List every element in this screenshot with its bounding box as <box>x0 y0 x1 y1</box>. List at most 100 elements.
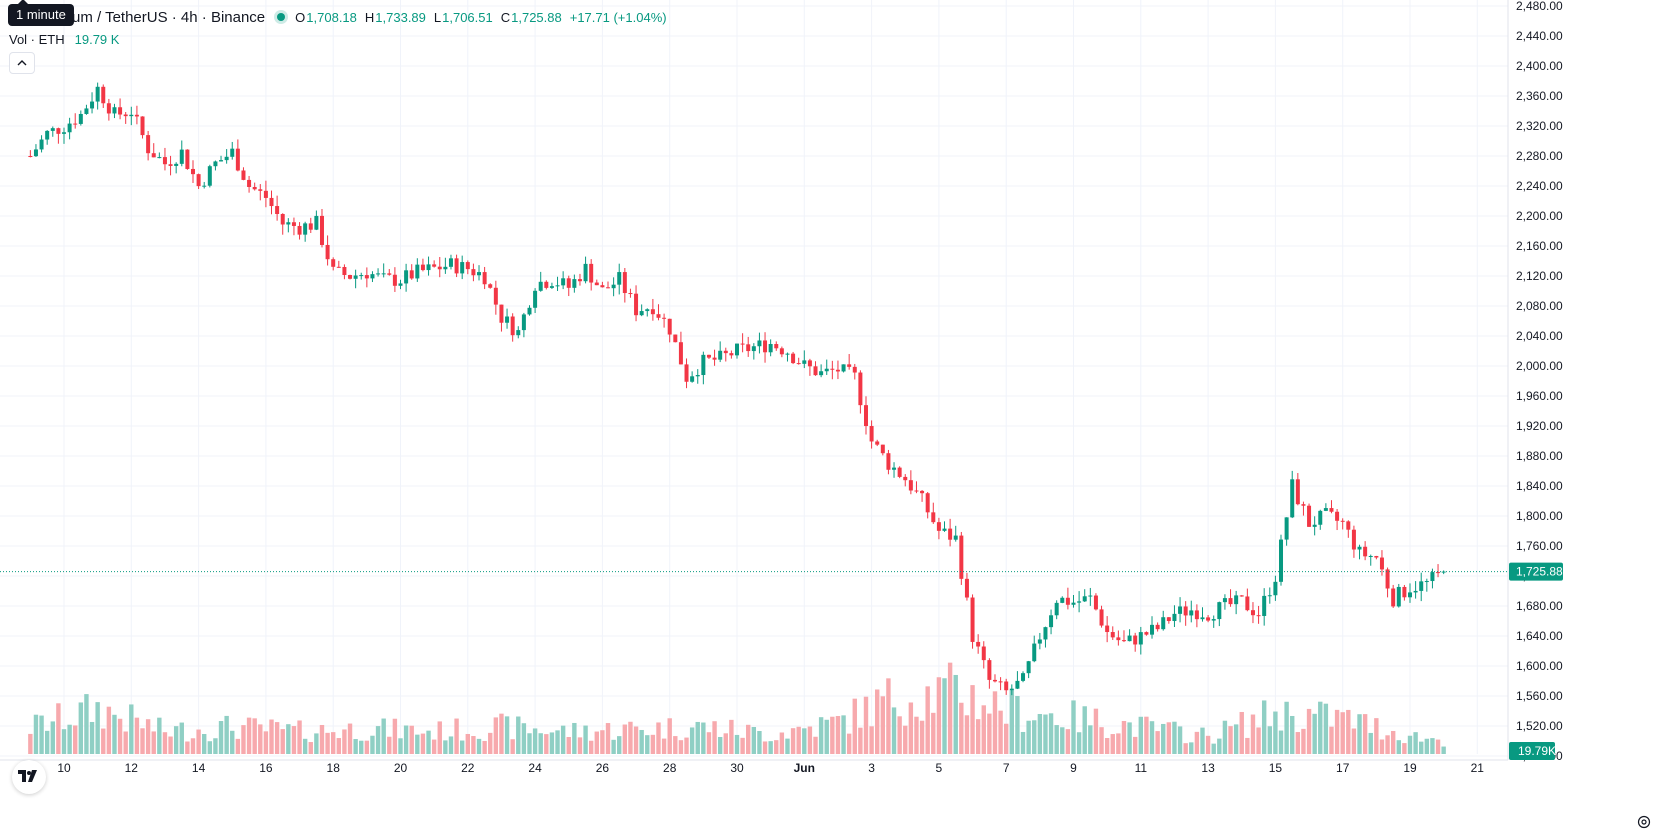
volume-bar <box>370 735 375 754</box>
volume-bar <box>1189 742 1194 754</box>
volume-bar <box>914 716 919 754</box>
volume-bar <box>880 696 886 754</box>
candle-body <box>297 225 302 235</box>
volume-bar <box>1116 733 1121 754</box>
volume-bar <box>1435 739 1441 754</box>
volume-bar <box>1441 746 1446 754</box>
volume-bar <box>258 724 263 754</box>
candle-body <box>1178 606 1183 614</box>
candle-body <box>639 311 644 316</box>
candle-body <box>1346 521 1351 530</box>
price-tick-label: 2,440.00 <box>1516 29 1563 43</box>
volume-bar <box>1082 706 1087 754</box>
symbol-title[interactable]: um / TetherUS · 4h · Binance <box>72 8 266 26</box>
volume-bar <box>835 716 841 754</box>
price-tick-label: 2,160.00 <box>1516 239 1563 253</box>
volume-bar <box>1362 714 1368 754</box>
volume-bar <box>633 726 639 754</box>
volume-bar <box>617 736 622 754</box>
candle-body <box>622 272 627 294</box>
price-tick-label: 1,960.00 <box>1516 389 1563 403</box>
ohlc-high-key: H <box>364 9 375 25</box>
collapse-legend-button[interactable] <box>9 52 35 74</box>
volume-bar <box>1060 727 1065 754</box>
candle-body <box>634 293 639 316</box>
volume-bar <box>1396 740 1401 754</box>
candle-body <box>1262 595 1267 616</box>
candle-body <box>1323 508 1328 511</box>
candle-body <box>1307 505 1312 527</box>
candle-body <box>555 285 560 287</box>
time-tick-label: 3 <box>868 761 875 775</box>
candle-body <box>101 86 106 104</box>
time-axis[interactable]: 10 12 14 16 18 20 22 24 26 28 30 Jun 3 5 7 9 11 13 15 17 19 2… <box>57 761 1484 775</box>
volume-bar <box>516 716 521 754</box>
candle-body <box>1015 680 1020 689</box>
last-price-badge: 1,725.88 <box>1509 562 1563 581</box>
volume-bar <box>286 724 291 754</box>
volume-bar <box>1205 735 1211 754</box>
ohlc-low: L1,706.51 <box>434 10 493 25</box>
candle-body <box>151 153 156 158</box>
candle-body <box>1222 598 1227 603</box>
volume-bar <box>959 702 964 754</box>
volume-bar <box>56 703 61 754</box>
price-tick-label: 1,520.00 <box>1516 719 1563 733</box>
candle-body <box>566 278 571 288</box>
volume-bar <box>1323 703 1329 754</box>
volume-bar <box>398 738 403 754</box>
volume-bar <box>403 725 409 754</box>
volume-bar <box>1284 701 1289 754</box>
volume-bar <box>706 732 712 754</box>
volume-bar <box>1015 696 1020 754</box>
volume-bar <box>482 740 487 754</box>
time-tick-label: 20 <box>394 761 408 775</box>
candle-body <box>465 262 470 270</box>
volume-bar <box>1217 738 1222 754</box>
candle-body <box>606 287 611 289</box>
price-tick-label: 2,120.00 <box>1516 269 1563 283</box>
volume-bar <box>729 719 734 754</box>
gear-icon[interactable] <box>1634 812 1654 832</box>
candle-body <box>196 174 201 187</box>
tradingview-logo-icon[interactable] <box>12 760 46 794</box>
candle-body <box>1335 511 1340 521</box>
volume-bar <box>1290 715 1295 754</box>
candle-body <box>931 512 936 523</box>
candle-body <box>1256 615 1261 617</box>
candle-body <box>263 190 268 198</box>
volume-bar <box>818 717 824 754</box>
volume-bar <box>319 724 325 754</box>
volume-legend[interactable]: Vol · ETH 19.79 K <box>9 32 119 47</box>
candle-body <box>454 258 459 274</box>
candle-body <box>701 354 706 376</box>
candle-body <box>1413 590 1418 593</box>
candle-body <box>1194 610 1199 620</box>
volume-bar <box>1334 709 1340 754</box>
candle-body <box>1239 595 1244 597</box>
price-axis[interactable]: 2,480.00 2,440.00 2,400.00 2,360.00 2,320.00… <box>1516 0 1563 763</box>
volume-bar <box>852 698 857 754</box>
time-tick-label: 13 <box>1201 761 1215 775</box>
candle-body <box>45 130 50 140</box>
volume-bar <box>179 722 184 754</box>
ohlc-high: H1,733.89 <box>365 10 426 25</box>
candle-body <box>1295 479 1300 505</box>
volume-bar <box>1093 708 1099 754</box>
candle-body <box>785 353 790 355</box>
volume-bar <box>224 715 229 754</box>
candle-body <box>650 309 655 315</box>
volume-bar <box>846 733 852 754</box>
volume-bar <box>409 725 414 754</box>
volume-bar <box>583 725 588 754</box>
volume-bar <box>28 733 33 754</box>
volume-bar <box>1301 728 1306 754</box>
candle-body <box>303 223 308 235</box>
volume-bar <box>639 729 644 754</box>
candle-body <box>847 364 852 367</box>
time-tick-label: 26 <box>596 761 610 775</box>
volume-bar <box>1054 725 1059 754</box>
candle-body <box>880 444 885 454</box>
volume-bar <box>572 722 577 754</box>
